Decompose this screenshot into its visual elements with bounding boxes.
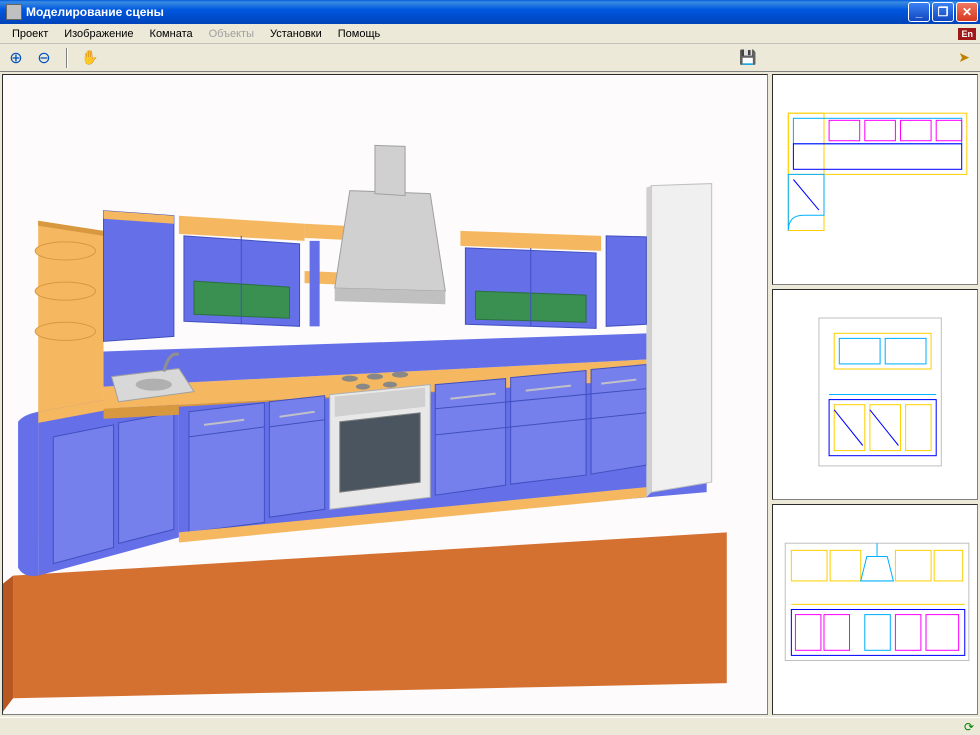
language-badge[interactable]: En (958, 28, 976, 40)
maximize-button[interactable]: ❐ (932, 2, 954, 22)
window-titlebar: Моделирование сцены _ ❐ ✕ (0, 0, 980, 24)
menu-image[interactable]: Изображение (56, 26, 141, 42)
zoom-out-icon[interactable] (34, 48, 54, 68)
zoom-in-icon[interactable] (6, 48, 26, 68)
menu-project[interactable]: Проект (4, 26, 56, 42)
elevation-left-drawing (773, 290, 977, 499)
side-view-elevation-left[interactable] (772, 289, 978, 500)
side-panel (770, 72, 980, 717)
status-refresh-icon[interactable]: ⟳ (964, 720, 974, 734)
toolbar-separator (66, 48, 68, 68)
elevation-front-drawing (773, 505, 977, 714)
minimize-button[interactable]: _ (908, 2, 930, 22)
toolbar (0, 44, 980, 72)
menu-objects: Объекты (201, 26, 262, 42)
menu-help[interactable]: Помощь (330, 26, 389, 42)
arrow-icon[interactable] (954, 48, 974, 68)
workspace (0, 72, 980, 717)
side-view-elevation-front[interactable] (772, 504, 978, 715)
kitchen-3d-scene (3, 75, 767, 715)
side-view-top[interactable] (772, 74, 978, 285)
close-button[interactable]: ✕ (956, 2, 978, 22)
statusbar: ⟳ (0, 717, 980, 735)
app-icon (6, 4, 22, 20)
plan-view-drawing (773, 75, 977, 284)
main-3d-viewport[interactable] (2, 74, 768, 715)
menu-settings[interactable]: Установки (262, 26, 330, 42)
window-title: Моделирование сцены (26, 5, 906, 19)
menu-room[interactable]: Комната (142, 26, 201, 42)
pan-hand-icon[interactable] (80, 48, 100, 68)
menubar: Проект Изображение Комната Объекты Устан… (0, 24, 980, 44)
save-icon[interactable] (738, 48, 758, 68)
